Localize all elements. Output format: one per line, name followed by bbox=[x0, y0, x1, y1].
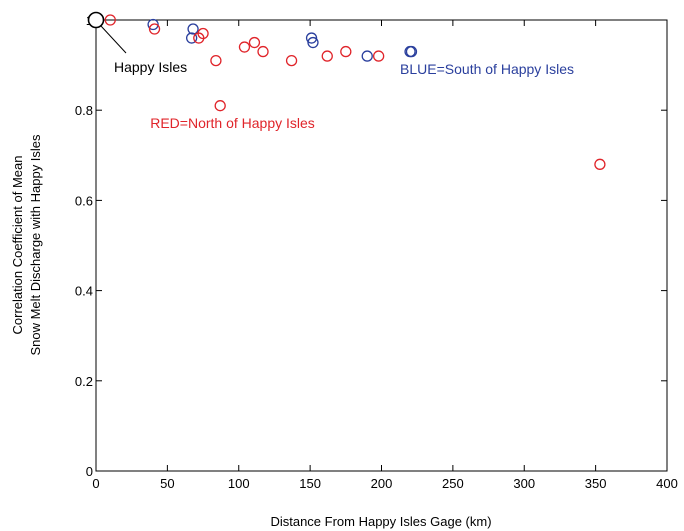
annotation-0: RED=North of Happy Isles bbox=[150, 115, 315, 131]
data-point-series-1 bbox=[104, 14, 116, 26]
data-point-series-1 bbox=[197, 27, 209, 40]
x-tick-label: 0 bbox=[92, 476, 99, 491]
data-point-series-1 bbox=[210, 54, 222, 67]
data-points bbox=[87, 11, 606, 170]
x-tick-label: 400 bbox=[656, 476, 678, 491]
x-tick-label: 150 bbox=[299, 476, 321, 491]
x-tick-label: 300 bbox=[513, 476, 535, 491]
x-tick-label: 350 bbox=[585, 476, 607, 491]
data-point-series-0 bbox=[147, 18, 159, 31]
data-point-series-0 bbox=[361, 50, 373, 62]
plot-area-frame bbox=[95, 19, 668, 472]
data-point-series-1 bbox=[372, 50, 385, 62]
data-point-series-1 bbox=[257, 45, 269, 58]
data-point-series-1 bbox=[248, 36, 261, 49]
y-axis-label-line-2: Snow Melt Discharge with Happy Isles bbox=[28, 134, 43, 356]
x-tick-label: 200 bbox=[371, 476, 393, 491]
x-tick-label: 250 bbox=[442, 476, 464, 491]
y-tick-label: 0.4 bbox=[75, 284, 93, 299]
data-point-series-1 bbox=[340, 45, 352, 58]
data-point-series-1 bbox=[594, 158, 606, 170]
y-tick-label: 0 bbox=[86, 464, 93, 479]
axis-ticks bbox=[95, 19, 668, 472]
annotations: Happy Isles RED=North of Happy Isles BLUE=… bbox=[100, 25, 574, 131]
data-point-series-0 bbox=[305, 32, 318, 44]
y-tick-label: 0.8 bbox=[75, 103, 93, 118]
data-point-series-1 bbox=[238, 41, 251, 53]
y-axis-label-line-1: Correlation Coefficient of Mean bbox=[10, 156, 25, 335]
data-point-series-1 bbox=[285, 54, 298, 67]
x-axis-label: Distance From Happy Isles Gage (km) bbox=[270, 514, 491, 529]
x-tick-label: 100 bbox=[228, 476, 250, 491]
data-point-series-0 bbox=[185, 32, 198, 44]
y-tick-label: 0.6 bbox=[75, 193, 93, 208]
data-point-series-1 bbox=[321, 50, 333, 62]
data-point-series-0 bbox=[405, 45, 418, 58]
reference-leader-line bbox=[100, 25, 127, 54]
data-point-series-1 bbox=[214, 100, 226, 112]
data-point-series-0 bbox=[187, 23, 199, 35]
x-tick-label: 50 bbox=[160, 476, 174, 491]
y-tick-label: 0.2 bbox=[75, 374, 93, 389]
reference-point-label: Happy Isles bbox=[114, 59, 187, 75]
annotation-1: BLUE=South of Happy Isles bbox=[400, 61, 574, 77]
data-point-series-0 bbox=[307, 36, 319, 49]
reference-point-marker bbox=[87, 11, 105, 29]
data-point-series-1 bbox=[148, 23, 161, 35]
